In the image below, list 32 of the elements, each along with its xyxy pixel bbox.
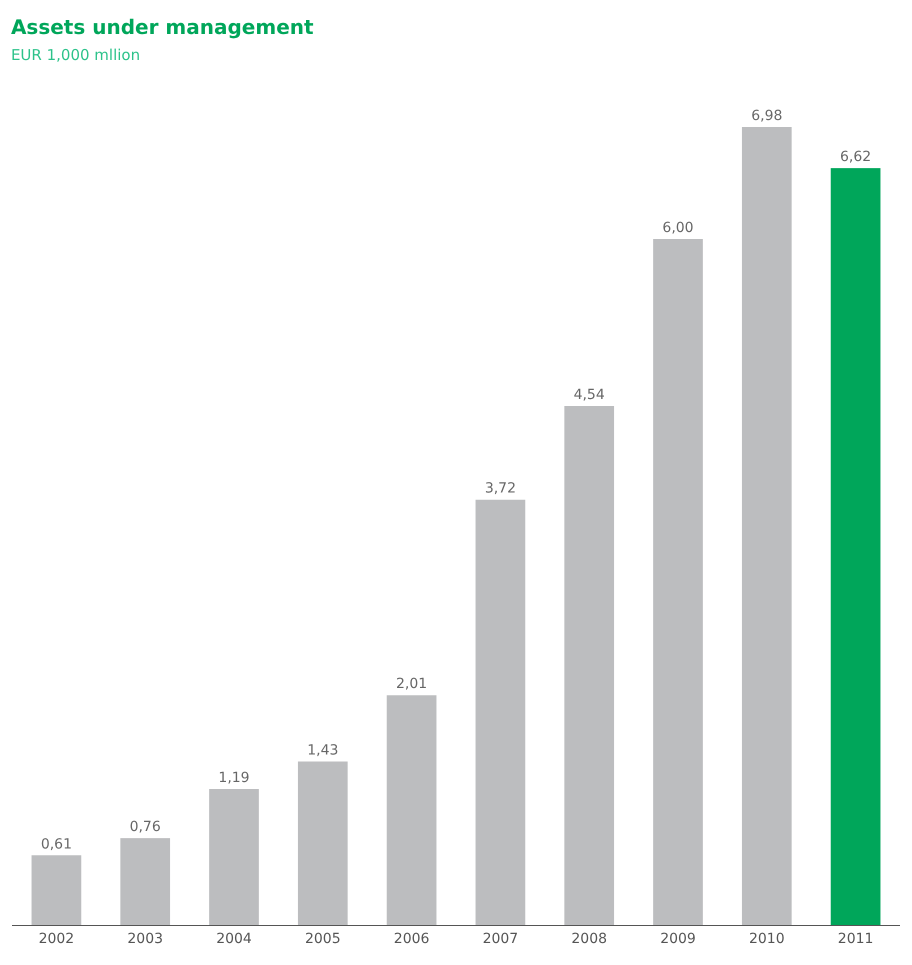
data-label: 3,72 <box>484 480 516 497</box>
data-label: 4,54 <box>574 386 605 403</box>
data-label: 6,98 <box>751 108 782 124</box>
x-tick-label: 2003 <box>127 930 164 947</box>
x-tick-label: 2004 <box>216 930 252 947</box>
bar <box>830 168 880 925</box>
bar <box>32 855 82 925</box>
x-tick-label: 2011 <box>838 930 874 947</box>
bar <box>298 762 348 925</box>
bar <box>209 788 259 925</box>
x-tick-label: 2007 <box>482 930 518 947</box>
x-tick-label: 2005 <box>304 930 341 947</box>
x-tick-label: 2002 <box>38 930 74 947</box>
x-tick-label: 2008 <box>571 930 608 947</box>
x-tick-label: 2010 <box>748 930 785 947</box>
x-tick-label: 2009 <box>660 930 696 947</box>
data-label: 0,76 <box>130 819 161 836</box>
x-tick-label: 2006 <box>394 930 430 947</box>
data-label: 2,01 <box>396 676 428 692</box>
chart-subtitle: EUR 1,000 mllion <box>10 46 140 64</box>
bar <box>742 127 792 925</box>
chart-title: Assets under management <box>10 14 314 39</box>
bar <box>386 695 436 925</box>
data-label: 1,19 <box>218 770 250 786</box>
data-label: 6,00 <box>662 220 694 236</box>
data-label: 1,43 <box>307 742 338 759</box>
bar <box>564 406 614 925</box>
bar <box>120 838 170 925</box>
bar <box>653 239 703 925</box>
bar <box>476 500 526 925</box>
data-label: 6,62 <box>840 149 872 166</box>
data-label: 0,61 <box>40 836 72 852</box>
